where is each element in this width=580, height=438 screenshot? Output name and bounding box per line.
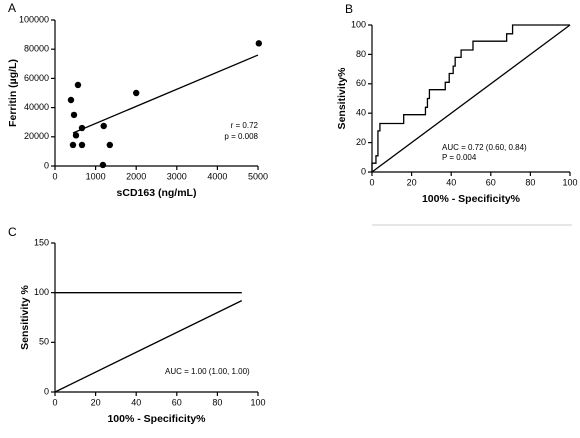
- y-tick-label: 100000: [19, 14, 49, 24]
- point: [255, 40, 263, 47]
- x-tick-label: 0: [369, 177, 374, 187]
- y-tick-label: 80: [356, 49, 366, 59]
- y-axis-label: Ferritin (µg/L): [7, 59, 19, 127]
- x-tick-label: 4000: [207, 171, 227, 181]
- point: [67, 96, 75, 104]
- x-tick-label: 20: [407, 177, 417, 187]
- annotation: P = 0.004: [442, 153, 477, 162]
- panel-label: B: [345, 2, 353, 16]
- y-tick-label: 0: [44, 386, 49, 396]
- x-tick-label: 80: [212, 397, 222, 407]
- x-tick-label: 80: [525, 177, 535, 187]
- x-axis-label: 100% - Specificity%: [422, 193, 521, 205]
- x-tick-label: 0: [52, 171, 57, 181]
- fit-line: [72, 54, 259, 134]
- x-tick-label: 20: [91, 397, 101, 407]
- x-axis-label: 100% - Specificity%: [107, 413, 206, 425]
- panel-label: C: [8, 225, 17, 239]
- annotation: AUC = 1.00 (1.00, 1.00): [165, 367, 250, 376]
- y-tick-label: 20: [356, 137, 366, 147]
- y-axis-label: Sensitivity%: [336, 67, 348, 130]
- y-tick-label: 20000: [24, 131, 49, 141]
- x-tick-label: 100: [562, 177, 577, 187]
- point: [70, 111, 78, 119]
- x-tick-label: 2000: [126, 171, 146, 181]
- point: [133, 89, 140, 97]
- x-tick-label: 100: [250, 397, 265, 407]
- point: [78, 124, 86, 132]
- y-axis-label: Sensitivity %: [19, 284, 31, 349]
- y-tick-label: 40000: [24, 102, 49, 112]
- y-tick-label: 150: [34, 237, 49, 247]
- point: [78, 141, 86, 149]
- curve: [54, 300, 243, 393]
- y-tick-label: 100: [34, 287, 49, 297]
- x-tick-label: 5000: [248, 171, 268, 181]
- annotation: r = 0.72: [231, 121, 259, 130]
- x-tick-label: 60: [486, 177, 496, 187]
- y-tick-label: 0: [44, 160, 49, 170]
- point: [100, 122, 107, 130]
- y-tick-label: 60: [356, 78, 366, 88]
- curve: [371, 24, 571, 173]
- y-tick-label: 0: [361, 166, 366, 176]
- annotation: p = 0.008: [224, 132, 258, 141]
- point: [106, 141, 114, 149]
- y-tick-label: 40: [356, 108, 366, 118]
- x-tick-label: 40: [446, 177, 456, 187]
- x-tick-label: 60: [172, 397, 182, 407]
- y-tick-label: 80000: [24, 44, 49, 54]
- annotation: AUC = 0.72 (0.60, 0.84): [442, 143, 527, 152]
- x-axis-label: sCD163 (ng/mL): [117, 187, 197, 199]
- panel-label: A: [8, 1, 16, 15]
- x-tick-label: 0: [52, 397, 57, 407]
- y-tick-label: 100: [351, 19, 366, 29]
- x-tick-label: 40: [131, 397, 141, 407]
- x-tick-label: 3000: [167, 171, 187, 181]
- point: [99, 161, 107, 169]
- y-tick-label: 60000: [24, 73, 49, 83]
- y-tick-label: 50: [39, 337, 49, 347]
- x-tick-label: 1000: [86, 171, 106, 181]
- curve: [371, 24, 570, 172]
- point: [72, 132, 80, 139]
- point: [69, 141, 77, 149]
- point: [74, 81, 82, 89]
